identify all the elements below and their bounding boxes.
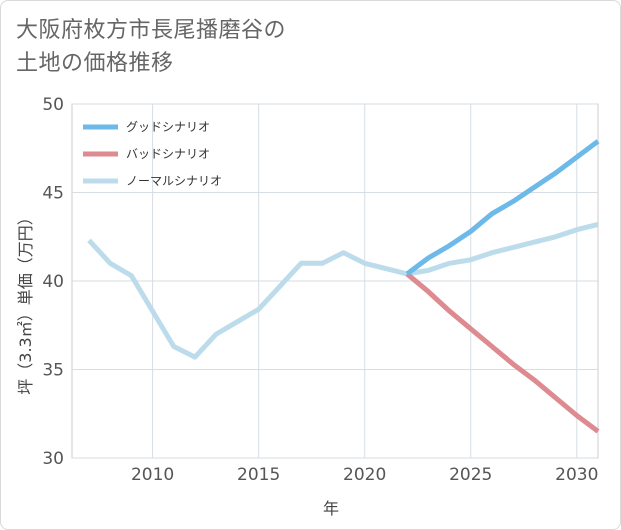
legend-label: グッドシナリオ [126,120,210,134]
x-axis-label: 年 [323,499,339,518]
chart-title-line-2: 土地の価格推移 [16,51,174,76]
x-tick-label: 2025 [449,465,492,485]
series-line-0 [405,139,600,276]
x-tick-label: 2015 [237,465,280,485]
y-tick-label: 40 [42,272,64,292]
grid-lines [72,103,598,459]
y-tick-label: 45 [42,184,64,204]
x-tick-label: 2010 [131,465,174,485]
series-layer [87,139,600,434]
y-tick-label: 50 [42,95,64,115]
chart-title-line-1: 大阪府枚方市長尾播磨谷の [16,18,287,43]
tick-labels: 30 35 40 45 50 2010 2015 2020 2025 2030 [42,95,598,485]
x-tick-label: 2030 [555,465,598,485]
series-line-1 [405,271,600,434]
legend-label: ノーマルシナリオ [126,174,222,188]
chart-title: 大阪府枚方市長尾播磨谷の 土地の価格推移 [16,14,286,80]
y-axis-label: 坪（3.3㎡）単価（万円） [16,209,35,394]
y-tick-label: 30 [42,449,64,469]
legend-label: バッドシナリオ [126,147,210,161]
series-line-2 [87,221,599,360]
y-tick-label: 35 [42,361,64,381]
x-tick-label: 2020 [343,465,386,485]
